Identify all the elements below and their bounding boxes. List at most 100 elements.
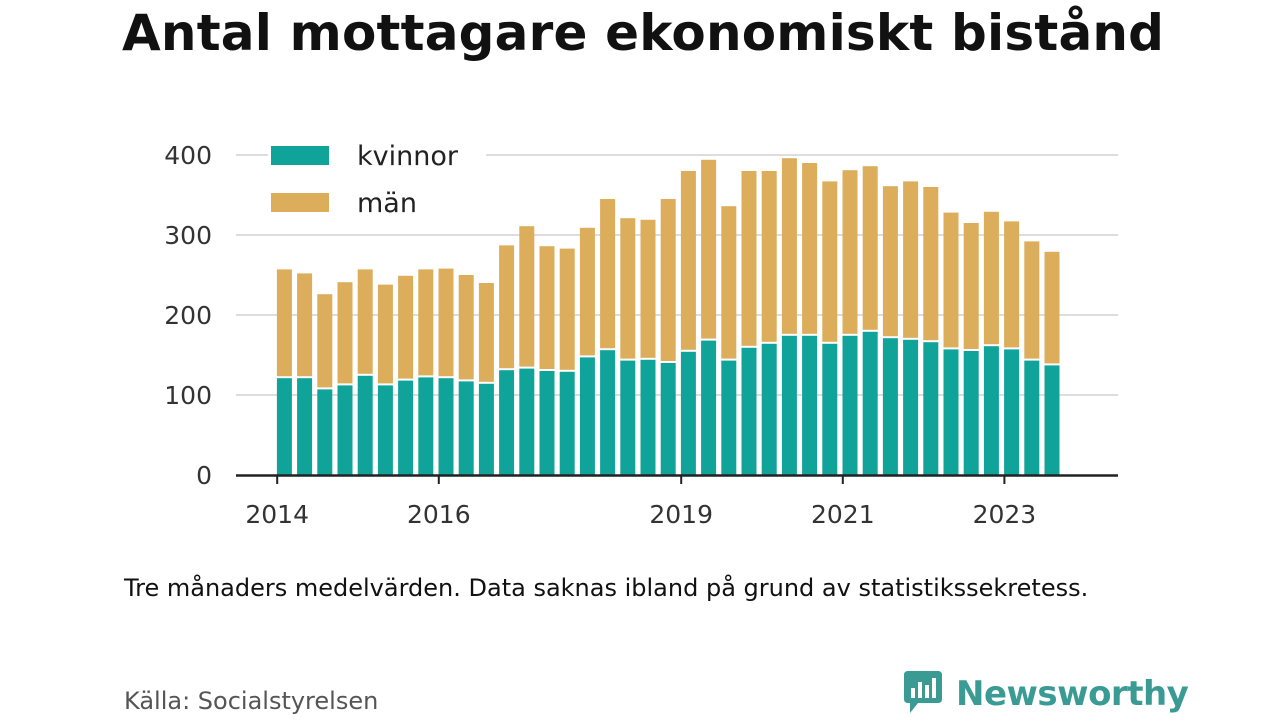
bar-kvinnor: [903, 339, 919, 475]
bar-man: [781, 158, 797, 334]
bar-man: [438, 268, 454, 377]
bar-kvinnor: [963, 351, 979, 475]
bar-man: [559, 248, 575, 370]
legend-swatch-man: [271, 193, 329, 212]
bar-man: [943, 212, 959, 348]
bars: [276, 158, 1060, 475]
bar-kvinnor: [519, 368, 535, 475]
bar-man: [741, 171, 757, 346]
bar-man: [903, 181, 919, 338]
bar-kvinnor: [620, 360, 636, 475]
bar-man: [660, 199, 676, 361]
bar-kvinnor: [438, 378, 454, 475]
bar-man: [963, 223, 979, 349]
source-label: Källa: Socialstyrelsen: [124, 687, 379, 715]
bar-man: [923, 187, 939, 341]
bar-man: [519, 226, 535, 367]
bar-kvinnor: [600, 350, 616, 475]
newsworthy-logo-icon: [902, 669, 944, 719]
bar-kvinnor: [357, 375, 373, 475]
bar-man: [418, 269, 434, 376]
bar-kvinnor: [802, 335, 818, 475]
brand-name: Newsworthy: [956, 674, 1189, 714]
bar-man: [1044, 251, 1060, 364]
y-tick-label: 100: [164, 381, 212, 410]
bar-man: [640, 219, 656, 358]
bar-kvinnor: [822, 343, 838, 475]
bar-kvinnor: [781, 335, 797, 475]
bar-kvinnor: [701, 340, 717, 475]
bar-kvinnor: [983, 346, 999, 475]
bar-kvinnor: [1004, 349, 1020, 475]
bar-man: [398, 275, 414, 379]
bar-man: [882, 186, 898, 337]
legend-label: kvinnor: [357, 141, 459, 172]
bar-man: [822, 181, 838, 342]
bar-man: [499, 245, 515, 369]
x-tick-label: 2023: [973, 500, 1037, 529]
x-tick-label: 2014: [245, 500, 309, 529]
bar-kvinnor: [923, 342, 939, 475]
bar-man: [579, 227, 595, 356]
legend: kvinnor män: [268, 141, 486, 230]
bar-man: [337, 282, 353, 384]
bar-man: [680, 171, 696, 350]
legend-label: män: [357, 188, 417, 219]
bar-man: [761, 171, 777, 342]
bar-man: [1004, 221, 1020, 348]
bar-kvinnor: [1044, 365, 1060, 475]
bar-man: [317, 294, 333, 388]
bar-kvinnor: [660, 363, 676, 475]
bar-kvinnor: [1024, 360, 1040, 475]
bar-kvinnor: [943, 349, 959, 475]
bar-kvinnor: [579, 357, 595, 475]
bar-man: [276, 269, 292, 377]
y-tick-label: 200: [164, 301, 212, 330]
bar-man: [842, 170, 858, 334]
bar-kvinnor: [499, 370, 515, 475]
bar-man: [701, 159, 717, 339]
bar-man: [539, 246, 555, 369]
bar-man: [600, 199, 616, 349]
bar-man: [721, 206, 737, 359]
bar-man: [983, 211, 999, 345]
axes: 0 100 200 300 400 2014 2016 2019 2021 2023: [164, 141, 1118, 529]
bar-kvinnor: [297, 378, 313, 475]
y-tick-label: 400: [164, 141, 212, 170]
bar-kvinnor: [398, 380, 414, 475]
bar-man: [1024, 241, 1040, 359]
bar-kvinnor: [539, 371, 555, 475]
newsworthy-logo[interactable]: Newsworthy: [902, 669, 1189, 719]
bar-man: [357, 269, 373, 374]
x-tick-label: 2021: [811, 500, 875, 529]
x-tick-label: 2019: [649, 500, 713, 529]
bar-kvinnor: [317, 389, 333, 475]
bar-kvinnor: [418, 377, 434, 475]
bar-man: [297, 273, 313, 377]
bar-man: [620, 218, 636, 359]
bar-kvinnor: [842, 335, 858, 475]
chart-title: Antal mottagare ekonomiskt bistånd: [122, 4, 1165, 62]
bar-kvinnor: [276, 378, 292, 475]
bar-kvinnor: [377, 385, 393, 475]
bar-kvinnor: [882, 338, 898, 475]
bar-man: [478, 283, 494, 382]
bar-kvinnor: [458, 381, 474, 475]
bar-kvinnor: [559, 371, 575, 475]
bar-kvinnor: [337, 385, 353, 475]
chart-note: Tre månaders medelvärden. Data saknas ib…: [124, 574, 1089, 602]
bar-man: [802, 163, 818, 334]
bar-man: [377, 284, 393, 384]
y-tick-label: 0: [196, 461, 212, 490]
bar-kvinnor: [680, 351, 696, 475]
bar-kvinnor: [478, 383, 494, 475]
y-tick-label: 300: [164, 221, 212, 250]
bar-man: [862, 166, 878, 330]
legend-swatch-kvinnor: [271, 146, 329, 165]
bar-kvinnor: [640, 359, 656, 475]
x-tick-label: 2016: [407, 500, 471, 529]
bar-kvinnor: [721, 360, 737, 475]
bar-kvinnor: [741, 347, 757, 475]
bar-kvinnor: [862, 331, 878, 475]
